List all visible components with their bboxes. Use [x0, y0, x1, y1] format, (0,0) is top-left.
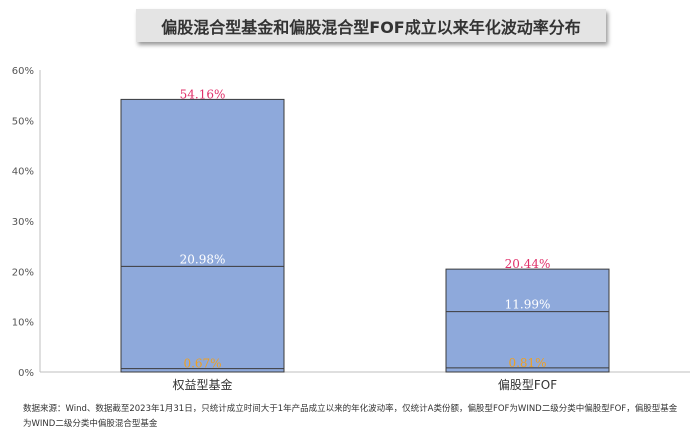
- bar-2: [445, 268, 610, 373]
- median-value-label: 11.99%: [505, 298, 551, 312]
- y-tick-label: 40%: [12, 167, 34, 178]
- median-value-label: 20.98%: [180, 252, 226, 266]
- y-tick-label: 10%: [12, 318, 34, 329]
- bar-1: [120, 98, 285, 373]
- source-footnote: 数据来源：Wind、数据截至2023年1月31日，只统计成立时间大于1年产品成立…: [23, 404, 678, 429]
- y-tick-label: 0%: [18, 368, 34, 379]
- max-value-label: 54.16%: [180, 87, 226, 101]
- y-tick-label: 50%: [12, 116, 34, 127]
- chart-title: 偏股混合型基金和偏股混合型FOF成立以来年化波动率分布: [136, 9, 606, 42]
- min-value-label: 0.81%: [508, 356, 546, 370]
- y-tick-label: 20%: [12, 267, 34, 278]
- y-tick-label: 30%: [12, 217, 34, 228]
- x-category-label: 偏股型FOF: [498, 377, 557, 392]
- min-value-label: 0.67%: [183, 357, 221, 371]
- y-tick-label: 60%: [12, 66, 34, 77]
- max-value-label: 20.44%: [505, 257, 551, 271]
- x-category-label: 权益型基金: [172, 377, 232, 392]
